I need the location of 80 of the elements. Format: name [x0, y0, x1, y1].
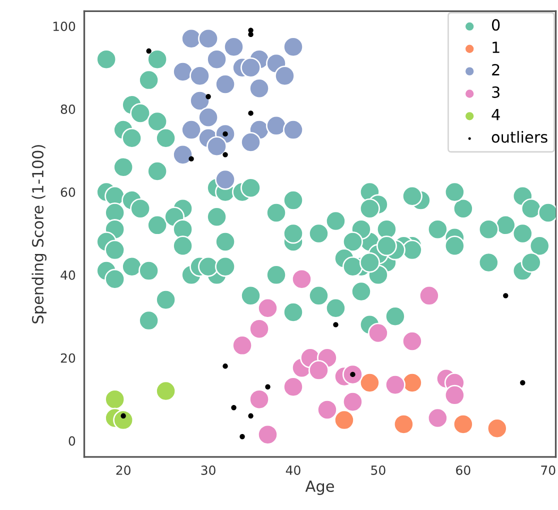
- point: [266, 115, 287, 136]
- point: [282, 376, 304, 398]
- y-tick-label: 40: [60, 270, 76, 280]
- x-tick-label: 70: [541, 466, 556, 475]
- point: [334, 410, 354, 430]
- point: [248, 32, 254, 38]
- point: [188, 156, 194, 162]
- legend-label: 2: [492, 64, 500, 76]
- point: [146, 48, 152, 54]
- point: [181, 120, 202, 140]
- point: [452, 414, 474, 434]
- point: [520, 380, 526, 386]
- point: [222, 152, 228, 158]
- point: [427, 408, 448, 428]
- y-tick-label: 60: [60, 187, 76, 197]
- x-tick-label: 50: [371, 466, 386, 475]
- point: [240, 434, 245, 440]
- point: [444, 384, 465, 406]
- y-tick-label: 0: [68, 436, 76, 446]
- point: [232, 335, 253, 356]
- point: [190, 66, 210, 86]
- y-tick-label: 80: [60, 104, 76, 114]
- point: [206, 94, 211, 100]
- point: [393, 414, 414, 434]
- point: [206, 49, 228, 70]
- point: [249, 78, 270, 99]
- y-tick-label: 100: [53, 22, 76, 32]
- legend-label: 4: [492, 109, 500, 120]
- point: [249, 318, 270, 340]
- point: [274, 66, 296, 86]
- point: [486, 418, 508, 439]
- point: [402, 331, 422, 352]
- legend-label: 3: [492, 86, 500, 98]
- point: [258, 298, 278, 318]
- point: [316, 399, 338, 420]
- point: [248, 413, 254, 419]
- point: [240, 132, 262, 153]
- point: [249, 389, 270, 410]
- point: [282, 120, 304, 140]
- x-tick-label: 40: [286, 466, 300, 475]
- point: [248, 28, 254, 33]
- point: [333, 322, 338, 328]
- legend-label: outliers: [492, 130, 548, 143]
- legend-label: 0: [492, 19, 500, 31]
- point: [342, 364, 363, 385]
- y-tick-label: 20: [60, 353, 76, 363]
- point: [248, 110, 254, 116]
- point: [308, 360, 330, 381]
- point: [384, 374, 406, 396]
- point: [222, 364, 228, 369]
- x-tick-label: 60: [456, 466, 470, 475]
- point: [215, 169, 236, 190]
- point: [206, 136, 228, 157]
- point: [342, 392, 363, 412]
- point: [190, 90, 210, 112]
- y-axis-title: Spending Score (1-100): [32, 145, 47, 324]
- x-axis-title: Age: [305, 480, 334, 495]
- x-tick-label: 20: [116, 466, 130, 475]
- point: [172, 144, 194, 165]
- point: [265, 384, 270, 390]
- point: [215, 74, 236, 94]
- point: [368, 322, 388, 344]
- point: [359, 372, 380, 394]
- point: [172, 61, 194, 82]
- point: [113, 410, 134, 430]
- point: [418, 285, 440, 306]
- point: [503, 293, 508, 298]
- point: [291, 268, 312, 290]
- point: [104, 389, 126, 410]
- point: [198, 107, 219, 128]
- x-tick-label: 30: [201, 466, 216, 475]
- point: [198, 28, 219, 49]
- point: [224, 36, 244, 58]
- point: [240, 57, 262, 78]
- point: [282, 36, 304, 58]
- point: [156, 380, 176, 402]
- point: [258, 424, 278, 445]
- point: [120, 413, 126, 419]
- legend-label: 1: [492, 42, 500, 53]
- point: [231, 405, 236, 410]
